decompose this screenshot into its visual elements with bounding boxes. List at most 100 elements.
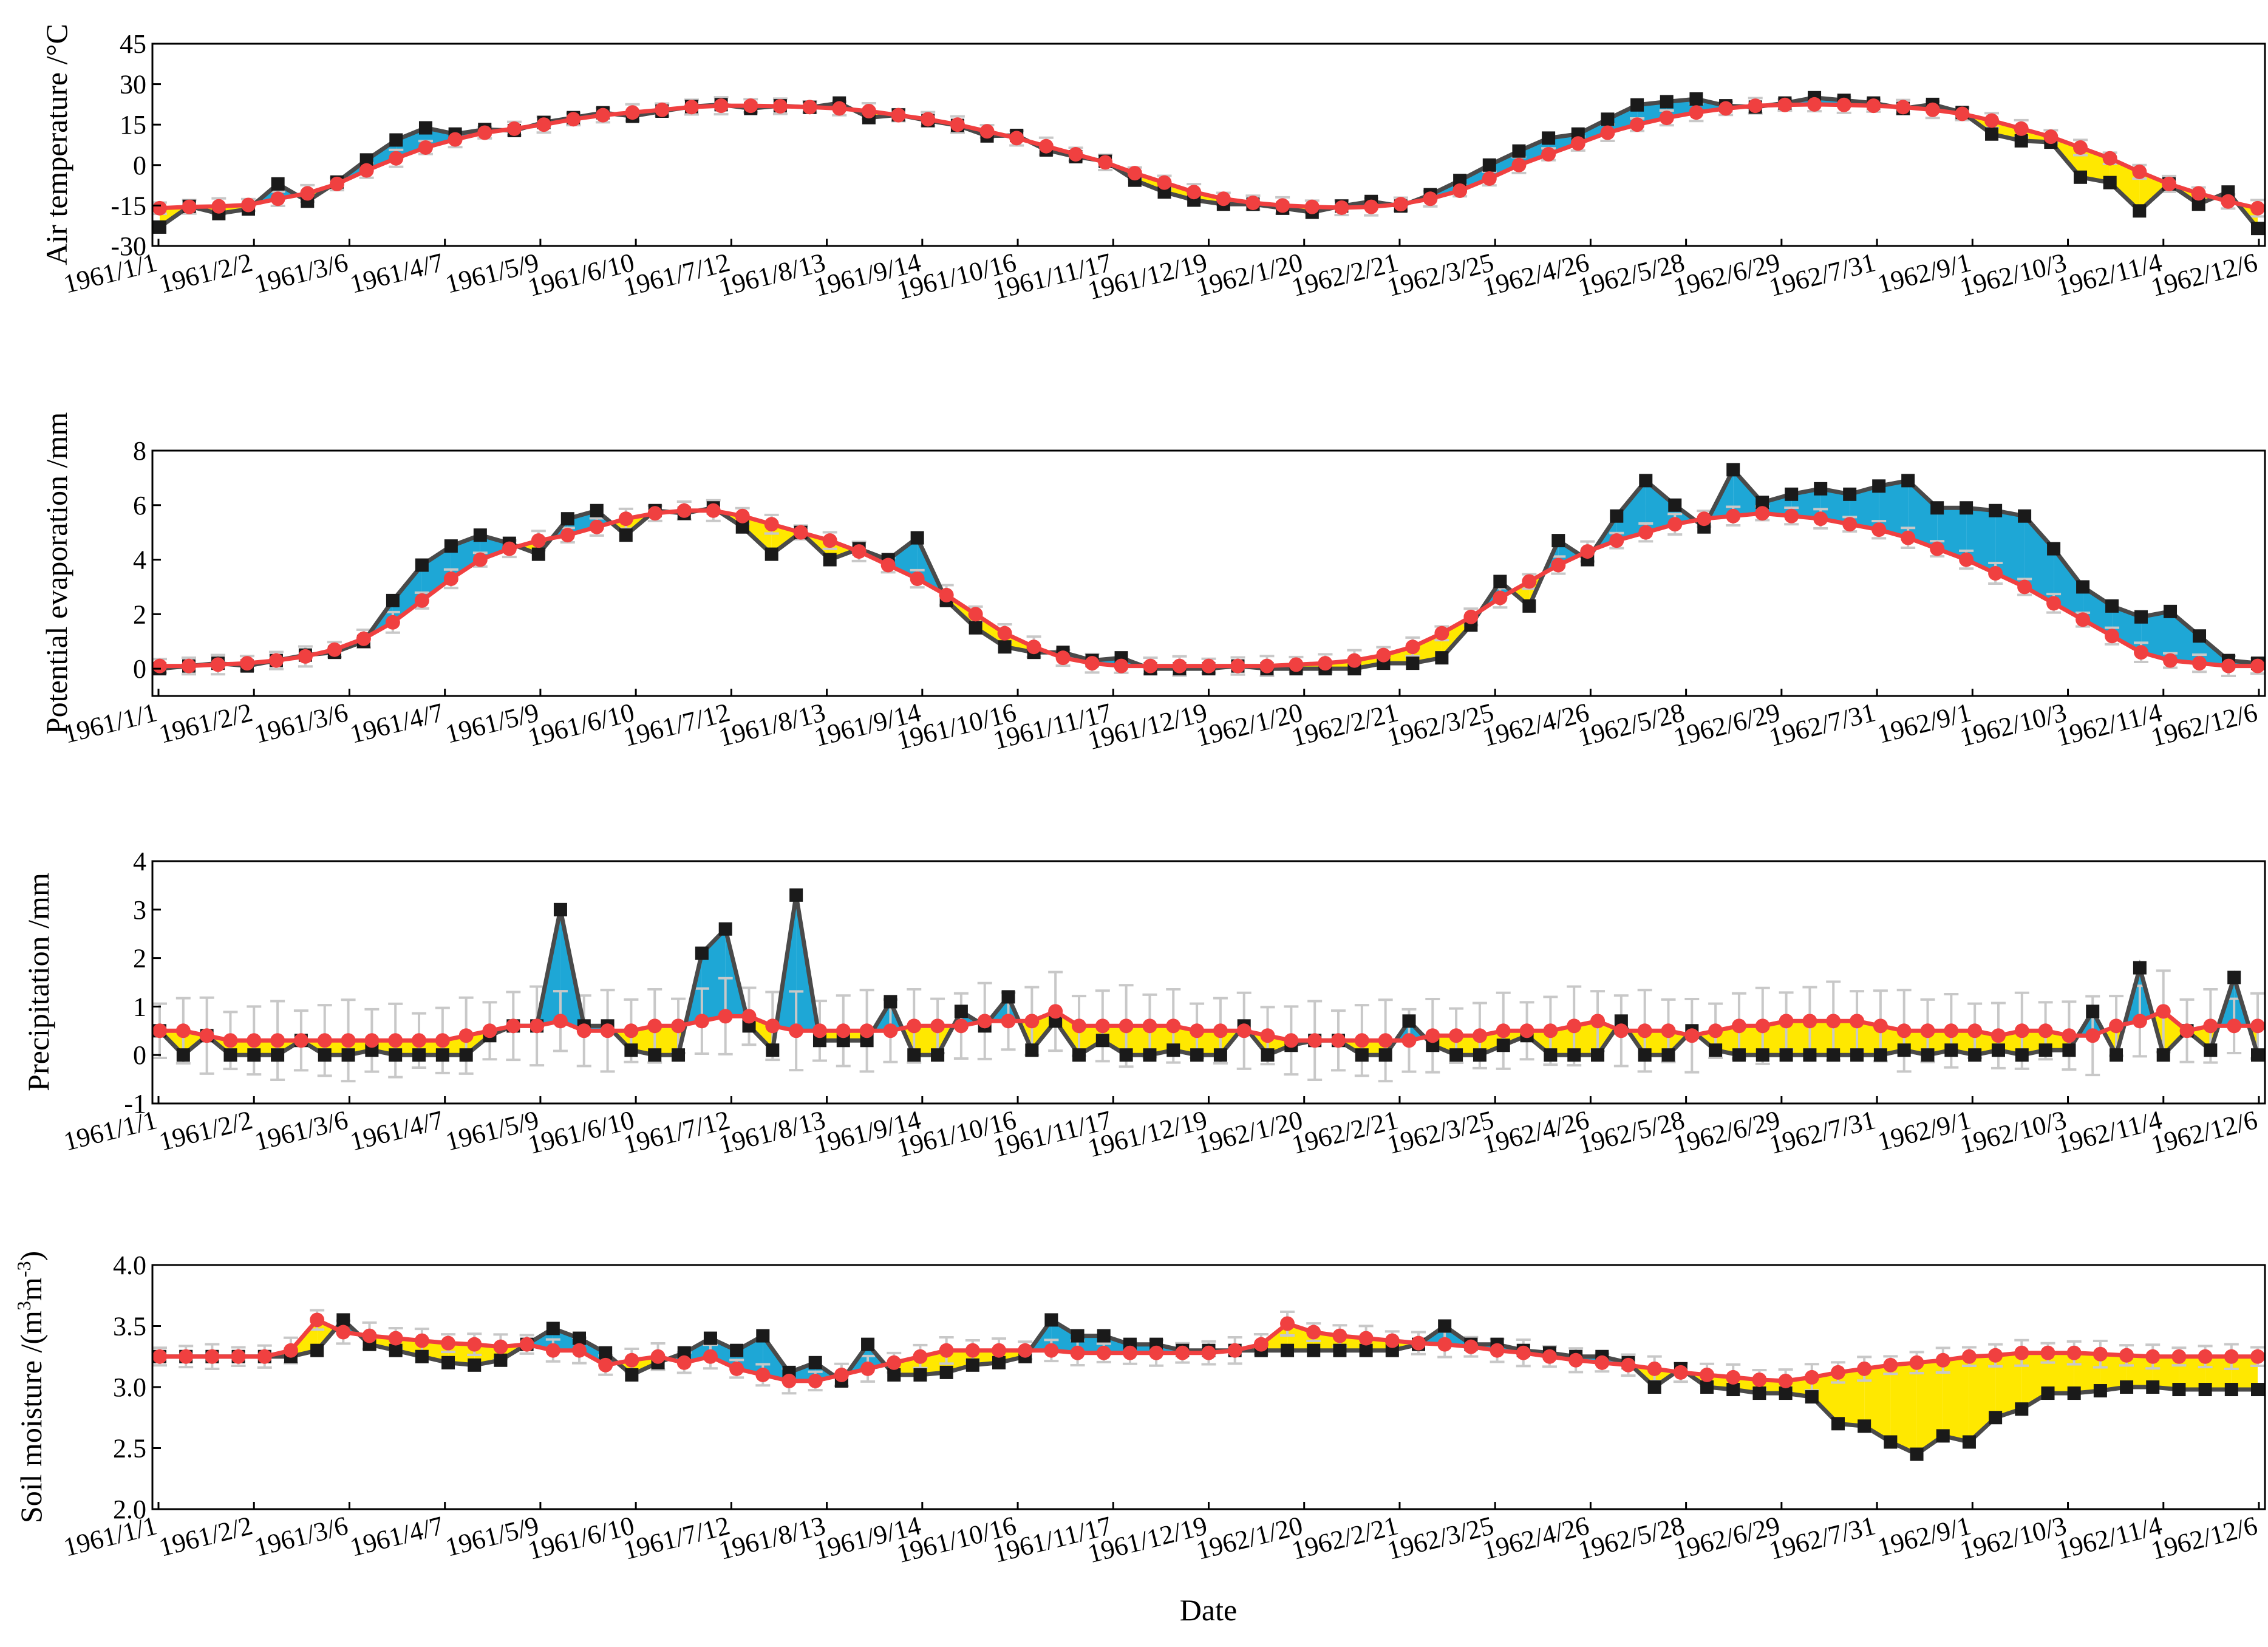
simulated-point <box>851 544 867 559</box>
observed-point <box>573 1331 586 1345</box>
simulated-point <box>152 1023 167 1038</box>
simulated-point <box>907 1018 922 1034</box>
observed-point <box>2047 542 2061 556</box>
simulated-point <box>1172 658 1187 673</box>
simulated-point <box>2250 658 2265 673</box>
y-tick-label: 1 <box>133 992 146 1021</box>
observed-point <box>1281 1343 1295 1357</box>
simulated-point <box>1378 1033 1393 1048</box>
simulated-point <box>298 649 313 664</box>
observed-point <box>318 1048 332 1062</box>
simulated-point <box>1122 1345 1137 1360</box>
observed-point <box>1097 1329 1111 1343</box>
diff-fill-sim-above <box>1943 1356 1969 1442</box>
observed-point <box>271 1048 285 1062</box>
simulated-point <box>1009 131 1024 146</box>
simulated-point <box>772 99 788 114</box>
observed-point <box>389 1343 403 1357</box>
simulated-point <box>834 1367 849 1382</box>
simulated-point <box>1909 1355 1924 1370</box>
simulated-point <box>1726 508 1741 523</box>
y-tick-label: 2.0 <box>113 1495 146 1524</box>
simulated-point <box>1551 558 1566 573</box>
simulated-point <box>1463 609 1479 624</box>
simulated-point <box>2043 129 2059 145</box>
simulated-point <box>979 124 995 139</box>
simulated-point <box>703 1349 718 1364</box>
simulated-point <box>1708 1023 1723 1038</box>
observed-point <box>553 902 567 916</box>
simulated-point <box>930 1018 945 1034</box>
simulated-point <box>1376 647 1391 663</box>
y-tick-label: 45 <box>120 29 146 59</box>
simulated-point <box>1813 511 1828 527</box>
simulated-point <box>2085 1028 2100 1043</box>
observed-point <box>1944 1043 1958 1057</box>
simulated-point <box>1873 1018 1888 1034</box>
observed-point <box>1359 1343 1373 1357</box>
observed-point <box>1601 112 1615 126</box>
diff-fill-sim-above <box>1890 1362 1917 1454</box>
simulated-point <box>1637 1023 1652 1038</box>
simulated-point <box>1143 658 1158 673</box>
observed-point <box>1072 1048 1086 1062</box>
observed-point <box>336 1313 350 1327</box>
simulated-point <box>1119 1018 1134 1034</box>
observed-point <box>1921 1048 1935 1062</box>
simulated-point <box>1175 1345 1190 1360</box>
observed-point <box>2251 1048 2264 1062</box>
simulated-point <box>676 1355 692 1370</box>
diff-fill-obs-above <box>1733 469 1763 516</box>
observed-point <box>624 1043 638 1057</box>
simulated-point <box>414 1333 429 1348</box>
observed-point <box>441 1355 455 1369</box>
y-tick-label: 15 <box>120 110 146 140</box>
observed-point <box>1785 487 1799 501</box>
observed-point <box>1700 1380 1714 1394</box>
simulated-point <box>1289 657 1304 672</box>
diff-fill-obs-above <box>1966 508 1996 573</box>
simulated-point <box>181 658 196 673</box>
observed-point <box>1496 1038 1510 1052</box>
simulated-point <box>832 101 847 116</box>
diff-fill-sim-above <box>2110 158 2140 211</box>
simulated-point <box>1490 1343 1505 1358</box>
simulated-point <box>1437 1337 1452 1352</box>
simulated-point <box>1048 1004 1063 1019</box>
diff-fill-obs-above <box>1850 486 1879 530</box>
observed-point <box>2041 1386 2055 1400</box>
simulated-point <box>1411 1335 1426 1351</box>
x-tick-label: 1961/4/7 <box>347 1105 446 1156</box>
simulated-point <box>441 1335 456 1351</box>
simulated-point <box>270 191 285 206</box>
simulated-point <box>1304 199 1320 214</box>
x-tick-label: 1962/7/31 <box>1766 1105 1879 1160</box>
simulated-point <box>764 517 779 532</box>
x-tick-label: 1961/2/2 <box>156 247 256 299</box>
simulated-point <box>1609 533 1624 548</box>
observed-point <box>887 1368 901 1382</box>
observed-point <box>1968 1048 1982 1062</box>
simulated-point <box>1354 1033 1369 1048</box>
simulated-point <box>2179 1023 2195 1038</box>
observed-point <box>969 621 982 635</box>
simulated-point <box>1511 157 1527 172</box>
observed-point <box>1542 131 1556 145</box>
simulated-point <box>1638 525 1653 540</box>
simulated-point <box>1472 1028 1487 1043</box>
simulated-point <box>1260 1028 1275 1043</box>
simulated-point <box>1384 1333 1400 1348</box>
observed-point <box>1544 1048 1558 1062</box>
simulated-point <box>467 1337 482 1352</box>
simulated-point <box>356 631 371 646</box>
x-tick-label: 1962/7/31 <box>1766 247 1879 302</box>
simulated-point <box>968 607 983 622</box>
observed-point <box>1726 463 1740 477</box>
x-tick-label: 1961/4/7 <box>347 247 446 299</box>
observed-point <box>1985 127 1999 141</box>
observed-point <box>1897 1043 1911 1057</box>
simulated-point <box>1595 1355 1610 1370</box>
observed-point <box>1827 1048 1841 1062</box>
observed-point <box>808 1355 822 1369</box>
observed-point <box>703 1331 717 1345</box>
